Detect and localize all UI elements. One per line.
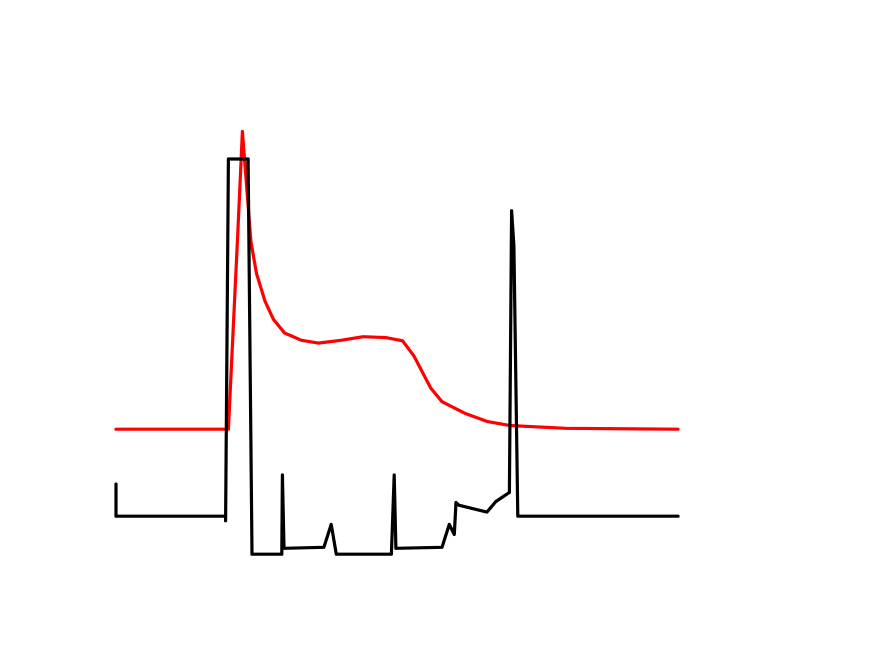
red-trace-line <box>114 129 680 431</box>
black-trace-line <box>114 157 680 556</box>
